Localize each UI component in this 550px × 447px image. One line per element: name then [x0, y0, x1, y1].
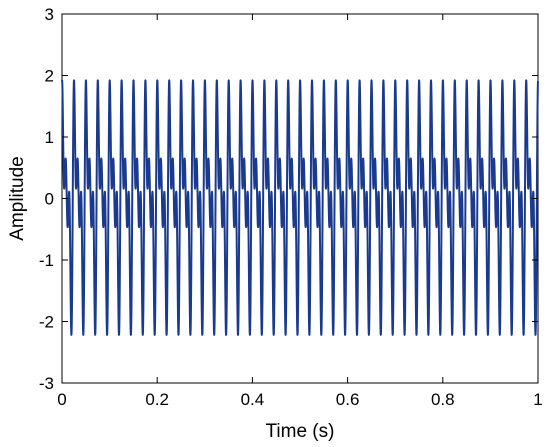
x-tick-label: 0 [57, 390, 66, 409]
x-tick-label: 0.2 [145, 390, 169, 409]
y-tick-label: 2 [45, 67, 54, 86]
y-tick-label: 0 [45, 190, 54, 209]
plot-frame [61, 13, 539, 384]
y-tick-label: -2 [39, 313, 54, 332]
x-axis: 0 0.2 0.4 0.6 0.8 1 [57, 14, 543, 409]
y-axis: 3 2 1 0 -1 -2 -3 [39, 5, 538, 393]
x-axis-label: Time (s) [266, 421, 335, 442]
x-tick-label: 0.4 [241, 390, 265, 409]
signal-line [61, 79, 539, 336]
y-tick-label: -1 [39, 251, 54, 270]
y-tick-label: -3 [39, 374, 54, 393]
plot-area [61, 13, 539, 384]
x-tick-label: 0.8 [431, 390, 455, 409]
x-tick-label: 1 [533, 390, 542, 409]
y-tick-label: 1 [45, 128, 54, 147]
y-tick-label: 3 [45, 5, 54, 24]
y-axis-label: Amplitude [7, 156, 28, 241]
x-tick-label: 0.6 [336, 390, 360, 409]
